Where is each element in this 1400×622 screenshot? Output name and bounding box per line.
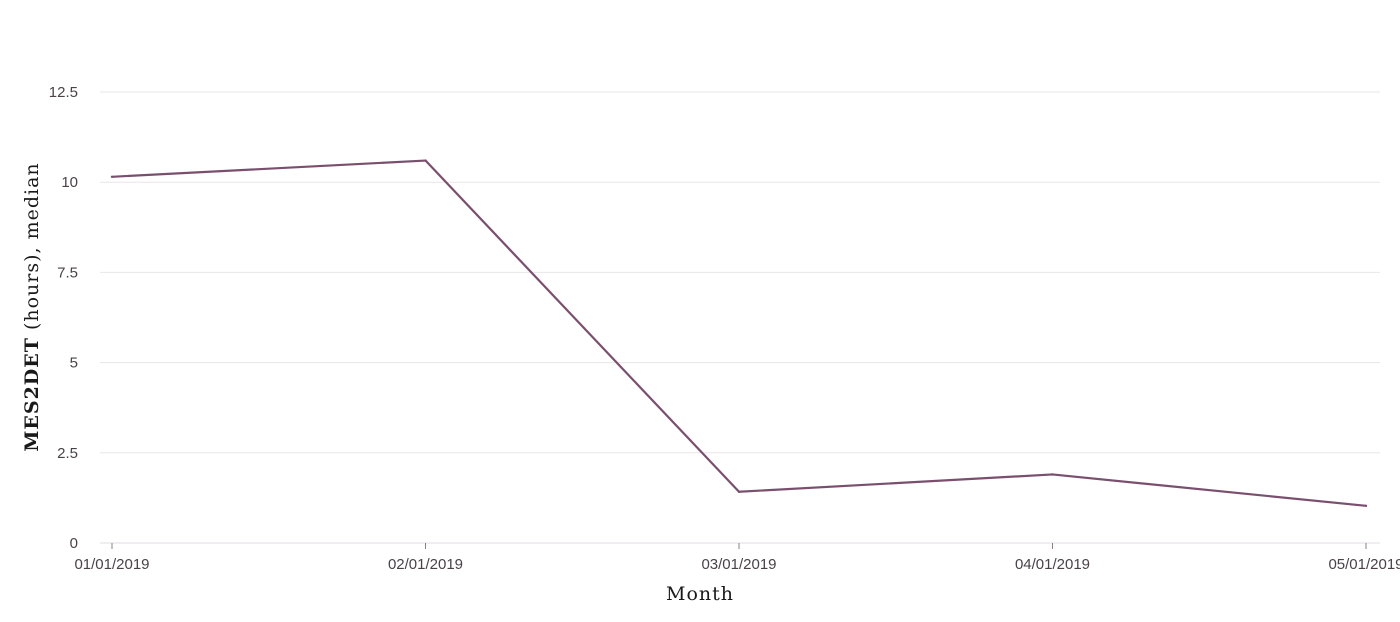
x-tick-label: 01/01/2019: [74, 556, 149, 573]
y-tick-labels: 0 2.5 5 7.5 10 12.5: [49, 84, 78, 552]
data-point: [110, 175, 114, 178]
x-tick-label: 05/01/2019: [1328, 556, 1400, 573]
data-point: [424, 159, 427, 162]
grid-lines: [100, 91, 1380, 454]
y-axis-title-bold: MES2DET: [21, 337, 43, 452]
y-tick-label: 7.5: [57, 264, 78, 281]
data-point: [737, 490, 741, 493]
y-tick-label: 10: [61, 174, 78, 191]
y-axis-title-rest: (hours), median: [21, 162, 43, 337]
y-tick-label: 2.5: [57, 445, 78, 462]
x-axis-title: Month: [666, 583, 734, 605]
y-axis-title: MES2DET (hours), median: [21, 162, 43, 451]
data-point: [1364, 504, 1368, 508]
y-tick-label: 0: [70, 535, 78, 552]
axes: [100, 542, 1380, 549]
y-tick-label: 5: [70, 355, 78, 372]
x-tick-labels: 01/01/2019 02/01/2019 03/01/2019 04/01/2019…: [74, 556, 1400, 573]
x-tick-label: 04/01/2019: [1015, 556, 1090, 573]
x-tick-label: 02/01/2019: [388, 556, 463, 573]
x-tick-label: 03/01/2019: [701, 556, 776, 573]
data-point: [1051, 473, 1054, 476]
series-line: [111, 159, 1367, 507]
y-tick-label: 12.5: [49, 84, 78, 101]
series-lines: [110, 159, 1368, 508]
